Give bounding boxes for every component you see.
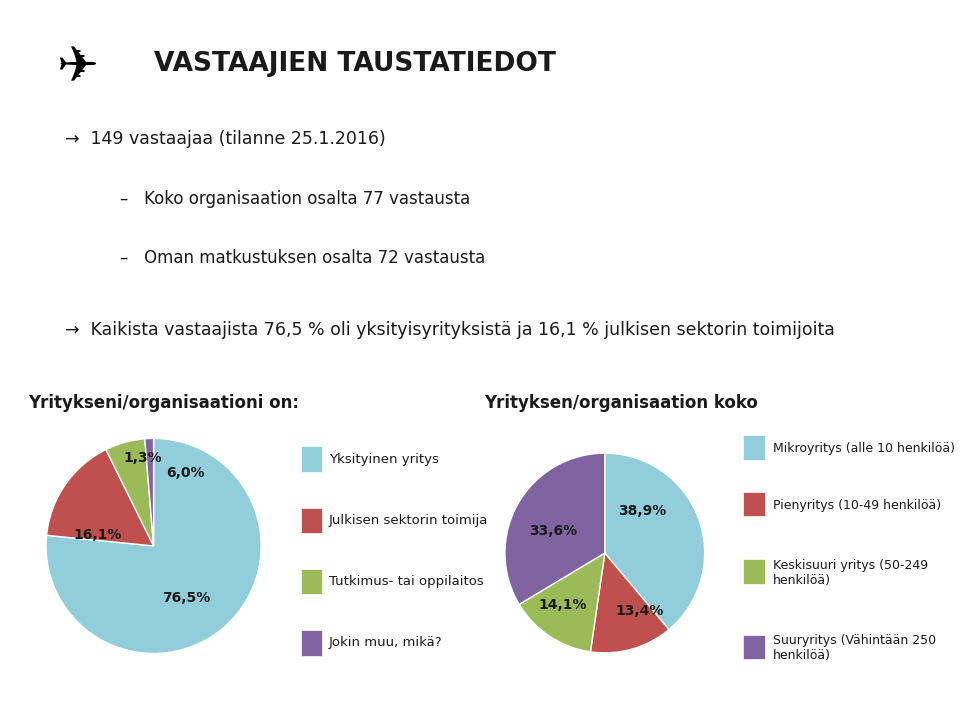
Text: –   Koko organisaation osalta 77 vastausta: – Koko organisaation osalta 77 vastausta: [99, 190, 470, 208]
Text: Yrityksen/organisaation koko: Yrityksen/organisaation koko: [484, 393, 758, 412]
Wedge shape: [106, 439, 154, 546]
Wedge shape: [46, 438, 261, 654]
Text: 38,9%: 38,9%: [618, 504, 667, 518]
Text: Mikroyritys (alle 10 henkilöä): Mikroyritys (alle 10 henkilöä): [773, 442, 955, 455]
Wedge shape: [590, 553, 669, 653]
Text: 1,3%: 1,3%: [124, 451, 162, 465]
Text: –   Oman matkustuksen osalta 72 vastausta: – Oman matkustuksen osalta 72 vastausta: [99, 250, 485, 267]
Bar: [743, 492, 764, 516]
Bar: [301, 569, 322, 594]
Wedge shape: [519, 553, 605, 652]
Bar: [743, 635, 764, 659]
Text: Tutkimus- tai oppilaitos: Tutkimus- tai oppilaitos: [328, 575, 484, 588]
Wedge shape: [505, 453, 605, 604]
Bar: [301, 630, 322, 656]
Text: 13,4%: 13,4%: [615, 604, 664, 618]
Text: 33,6%: 33,6%: [529, 524, 577, 538]
Text: →  149 vastaajaa (tilanne 25.1.2016): → 149 vastaajaa (tilanne 25.1.2016): [65, 130, 386, 148]
Bar: [743, 435, 764, 459]
Text: VASTAAJIEN TAUSTATIEDOT: VASTAAJIEN TAUSTATIEDOT: [154, 51, 556, 77]
Text: Jokin muu, mikä?: Jokin muu, mikä?: [328, 637, 443, 649]
Text: →  Kaikista vastaajista 76,5 % oli yksityisyrityksistä ja 16,1 % julkisen sektor: → Kaikista vastaajista 76,5 % oli yksity…: [65, 320, 835, 339]
Bar: [301, 508, 322, 533]
Wedge shape: [605, 453, 705, 630]
Text: Keskisuuri yritys (50-249
henkilöä): Keskisuuri yritys (50-249 henkilöä): [773, 559, 928, 587]
Text: Yritykseni/organisaationi on:: Yritykseni/organisaationi on:: [29, 393, 300, 412]
Wedge shape: [47, 450, 154, 546]
Text: 76,5%: 76,5%: [161, 591, 210, 605]
Text: ✈: ✈: [56, 45, 98, 93]
Bar: [743, 559, 764, 584]
Text: 6,0%: 6,0%: [167, 466, 205, 480]
Text: Pienyritys (10-49 henkilöä): Pienyritys (10-49 henkilöä): [773, 499, 941, 512]
Wedge shape: [145, 438, 154, 546]
Text: Suuryritys (Vähintään 250
henkilöä): Suuryritys (Vähintään 250 henkilöä): [773, 635, 936, 662]
Text: 14,1%: 14,1%: [539, 598, 588, 612]
Text: Julkisen sektorin toimija: Julkisen sektorin toimija: [328, 514, 488, 527]
Bar: [301, 447, 322, 472]
Text: 16,1%: 16,1%: [74, 528, 122, 542]
Text: Yksityinen yritys: Yksityinen yritys: [328, 452, 439, 466]
